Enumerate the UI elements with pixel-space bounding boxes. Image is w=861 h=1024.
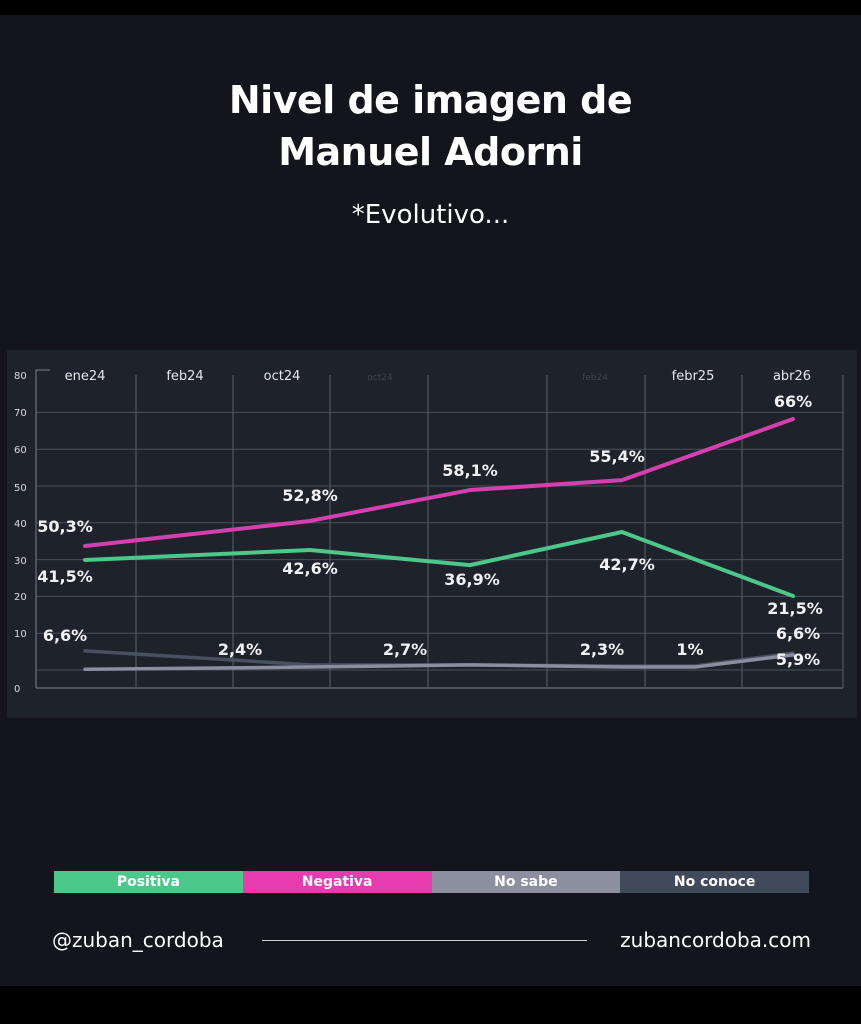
x-category-label: feb24 [166, 369, 203, 384]
data-label: 5,9% [776, 650, 820, 669]
y-axis [35, 369, 50, 688]
y-tick-label: 30 [14, 556, 27, 567]
series-line-negativa [83, 417, 795, 548]
data-label: 52,8% [282, 486, 338, 505]
y-tick-label: 0 [14, 684, 20, 695]
data-label: 36,9% [444, 570, 500, 589]
chart-title-line1: Nivel de imagen de [228, 78, 633, 122]
chart-panel [7, 350, 857, 718]
series-line-positiva [83, 530, 795, 599]
top-bar [0, 0, 861, 15]
footer-divider [262, 940, 587, 941]
bottom-bar [0, 986, 861, 1024]
data-label: 55,4% [589, 447, 645, 466]
data-label: 6,6% [43, 626, 87, 645]
x-category-label: oct24 [367, 373, 393, 383]
legend: Positiva Negativa No sabe No conoce [54, 871, 809, 893]
data-label: 41,5% [37, 567, 93, 586]
y-tick-label: 40 [14, 519, 27, 530]
y-tick-label: 80 [14, 371, 27, 382]
data-label: 2,4% [218, 640, 262, 659]
x-category-label: febr25 [672, 369, 715, 384]
y-tick-label: 60 [14, 445, 27, 456]
y-tick-label: 50 [14, 483, 27, 494]
x-category-label: oct24 [264, 369, 301, 384]
data-label: 50,3% [37, 517, 93, 536]
legend-negativa: Negativa [242, 871, 432, 893]
data-label: 2,7% [383, 640, 427, 659]
legend-no-sabe: No sabe [431, 871, 621, 893]
y-tick-label: 10 [14, 629, 27, 640]
data-label: 1% [676, 640, 703, 659]
chart-title-line2: Manuel Adorni [278, 130, 583, 174]
data-label: 6,6% [776, 624, 820, 643]
data-label: 21,5% [767, 599, 823, 618]
chart-subtitle: *Evolutivo... [351, 200, 510, 230]
y-tick-label: 20 [14, 592, 27, 603]
x-category-label: ene24 [65, 369, 106, 384]
series-line-no-sabe [83, 653, 795, 672]
x-category-label: feb24 [582, 373, 608, 383]
legend-positiva: Positiva [54, 871, 243, 893]
x-category-label: abr26 [773, 369, 811, 384]
footer-handle: @zuban_cordoba [52, 928, 224, 952]
y-tick-label: 70 [14, 408, 27, 419]
data-label: 66% [774, 392, 812, 411]
footer-site: zubancordoba.com [620, 928, 811, 952]
data-label: 42,7% [599, 555, 655, 574]
legend-no-conoce: No conoce [620, 871, 809, 893]
data-label: 2,3% [580, 640, 624, 659]
data-label: 58,1% [442, 461, 498, 480]
data-label: 42,6% [282, 559, 338, 578]
